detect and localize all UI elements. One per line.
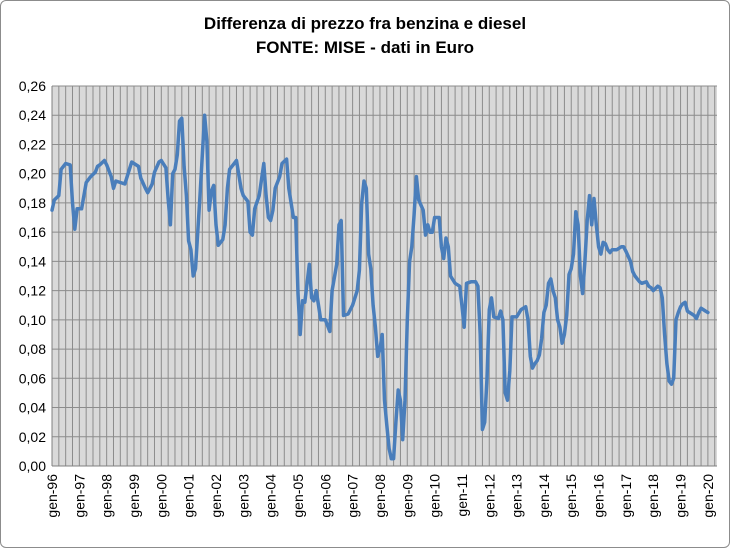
x-tick-label: gen-99: [126, 474, 142, 518]
x-tick-label: gen-11: [454, 474, 470, 517]
x-tick-label: gen-20: [700, 474, 716, 518]
chart-title-block: Differenza di prezzo fra benzina e diese…: [0, 12, 730, 60]
x-tick-label: gen-03: [235, 474, 251, 518]
x-tick-label: gen-09: [399, 474, 415, 518]
x-tick-label: gen-07: [345, 474, 361, 518]
x-tick-label: gen-13: [509, 474, 525, 518]
x-tick-label: gen-12: [481, 474, 497, 518]
y-tick-label: 0,00: [19, 458, 46, 474]
y-tick-label: 0,20: [19, 166, 46, 182]
y-tick-label: 0,22: [19, 136, 46, 152]
x-tick-label: gen-97: [71, 474, 87, 518]
series-layer: [50, 113, 710, 461]
x-tick-label: gen-98: [99, 474, 115, 518]
x-tick-label: gen-96: [44, 474, 60, 518]
x-tick-label: gen-17: [618, 474, 634, 518]
x-tick-label: gen-05: [290, 474, 306, 518]
x-tick-label: gen-00: [153, 474, 169, 518]
y-tick-label: 0,04: [19, 400, 46, 416]
y-tick-label: 0,02: [19, 429, 46, 445]
y-axis-ticks: 0,00 0,02 0,04 0,06 0,08 0,10 0,12 0,14 0,16 0,18…: [19, 78, 46, 474]
x-tick-label: gen-16: [591, 474, 607, 518]
x-tick-label: gen-15: [563, 474, 579, 518]
y-tick-label: 0,08: [19, 341, 46, 357]
chart-title: Differenza di prezzo fra benzina e diese…: [203, 14, 527, 33]
x-tick-label: gen-04: [263, 474, 279, 518]
x-tick-label: gen-01: [181, 474, 197, 518]
x-tick-label: gen-08: [372, 474, 388, 518]
y-tick-label: 0,06: [19, 370, 46, 386]
chart-subtitle: FONTE: MISE - dati in Euro: [255, 38, 475, 57]
y-tick-label: 0,18: [19, 195, 46, 211]
y-tick-label: 0,24: [19, 107, 46, 123]
y-tick-label: 0,14: [19, 253, 46, 269]
y-tick-label: 0,16: [19, 224, 46, 240]
x-tick-label: gen-02: [208, 474, 224, 518]
x-tick-label: gen-14: [536, 474, 552, 518]
x-axis-ticks: gen-96 gen-97 gen-98 gen-99 gen-00 gen-01 gen-…: [44, 474, 716, 518]
x-tick-label: gen-18: [645, 474, 661, 518]
y-tick-label: 0,12: [19, 283, 46, 299]
x-tick-label: gen-06: [317, 474, 333, 518]
y-tick-label: 0,26: [19, 78, 46, 94]
y-tick-label: 0,10: [19, 312, 46, 328]
x-tick-label: gen-19: [673, 474, 689, 518]
x-tick-label: gen-10: [427, 474, 443, 518]
